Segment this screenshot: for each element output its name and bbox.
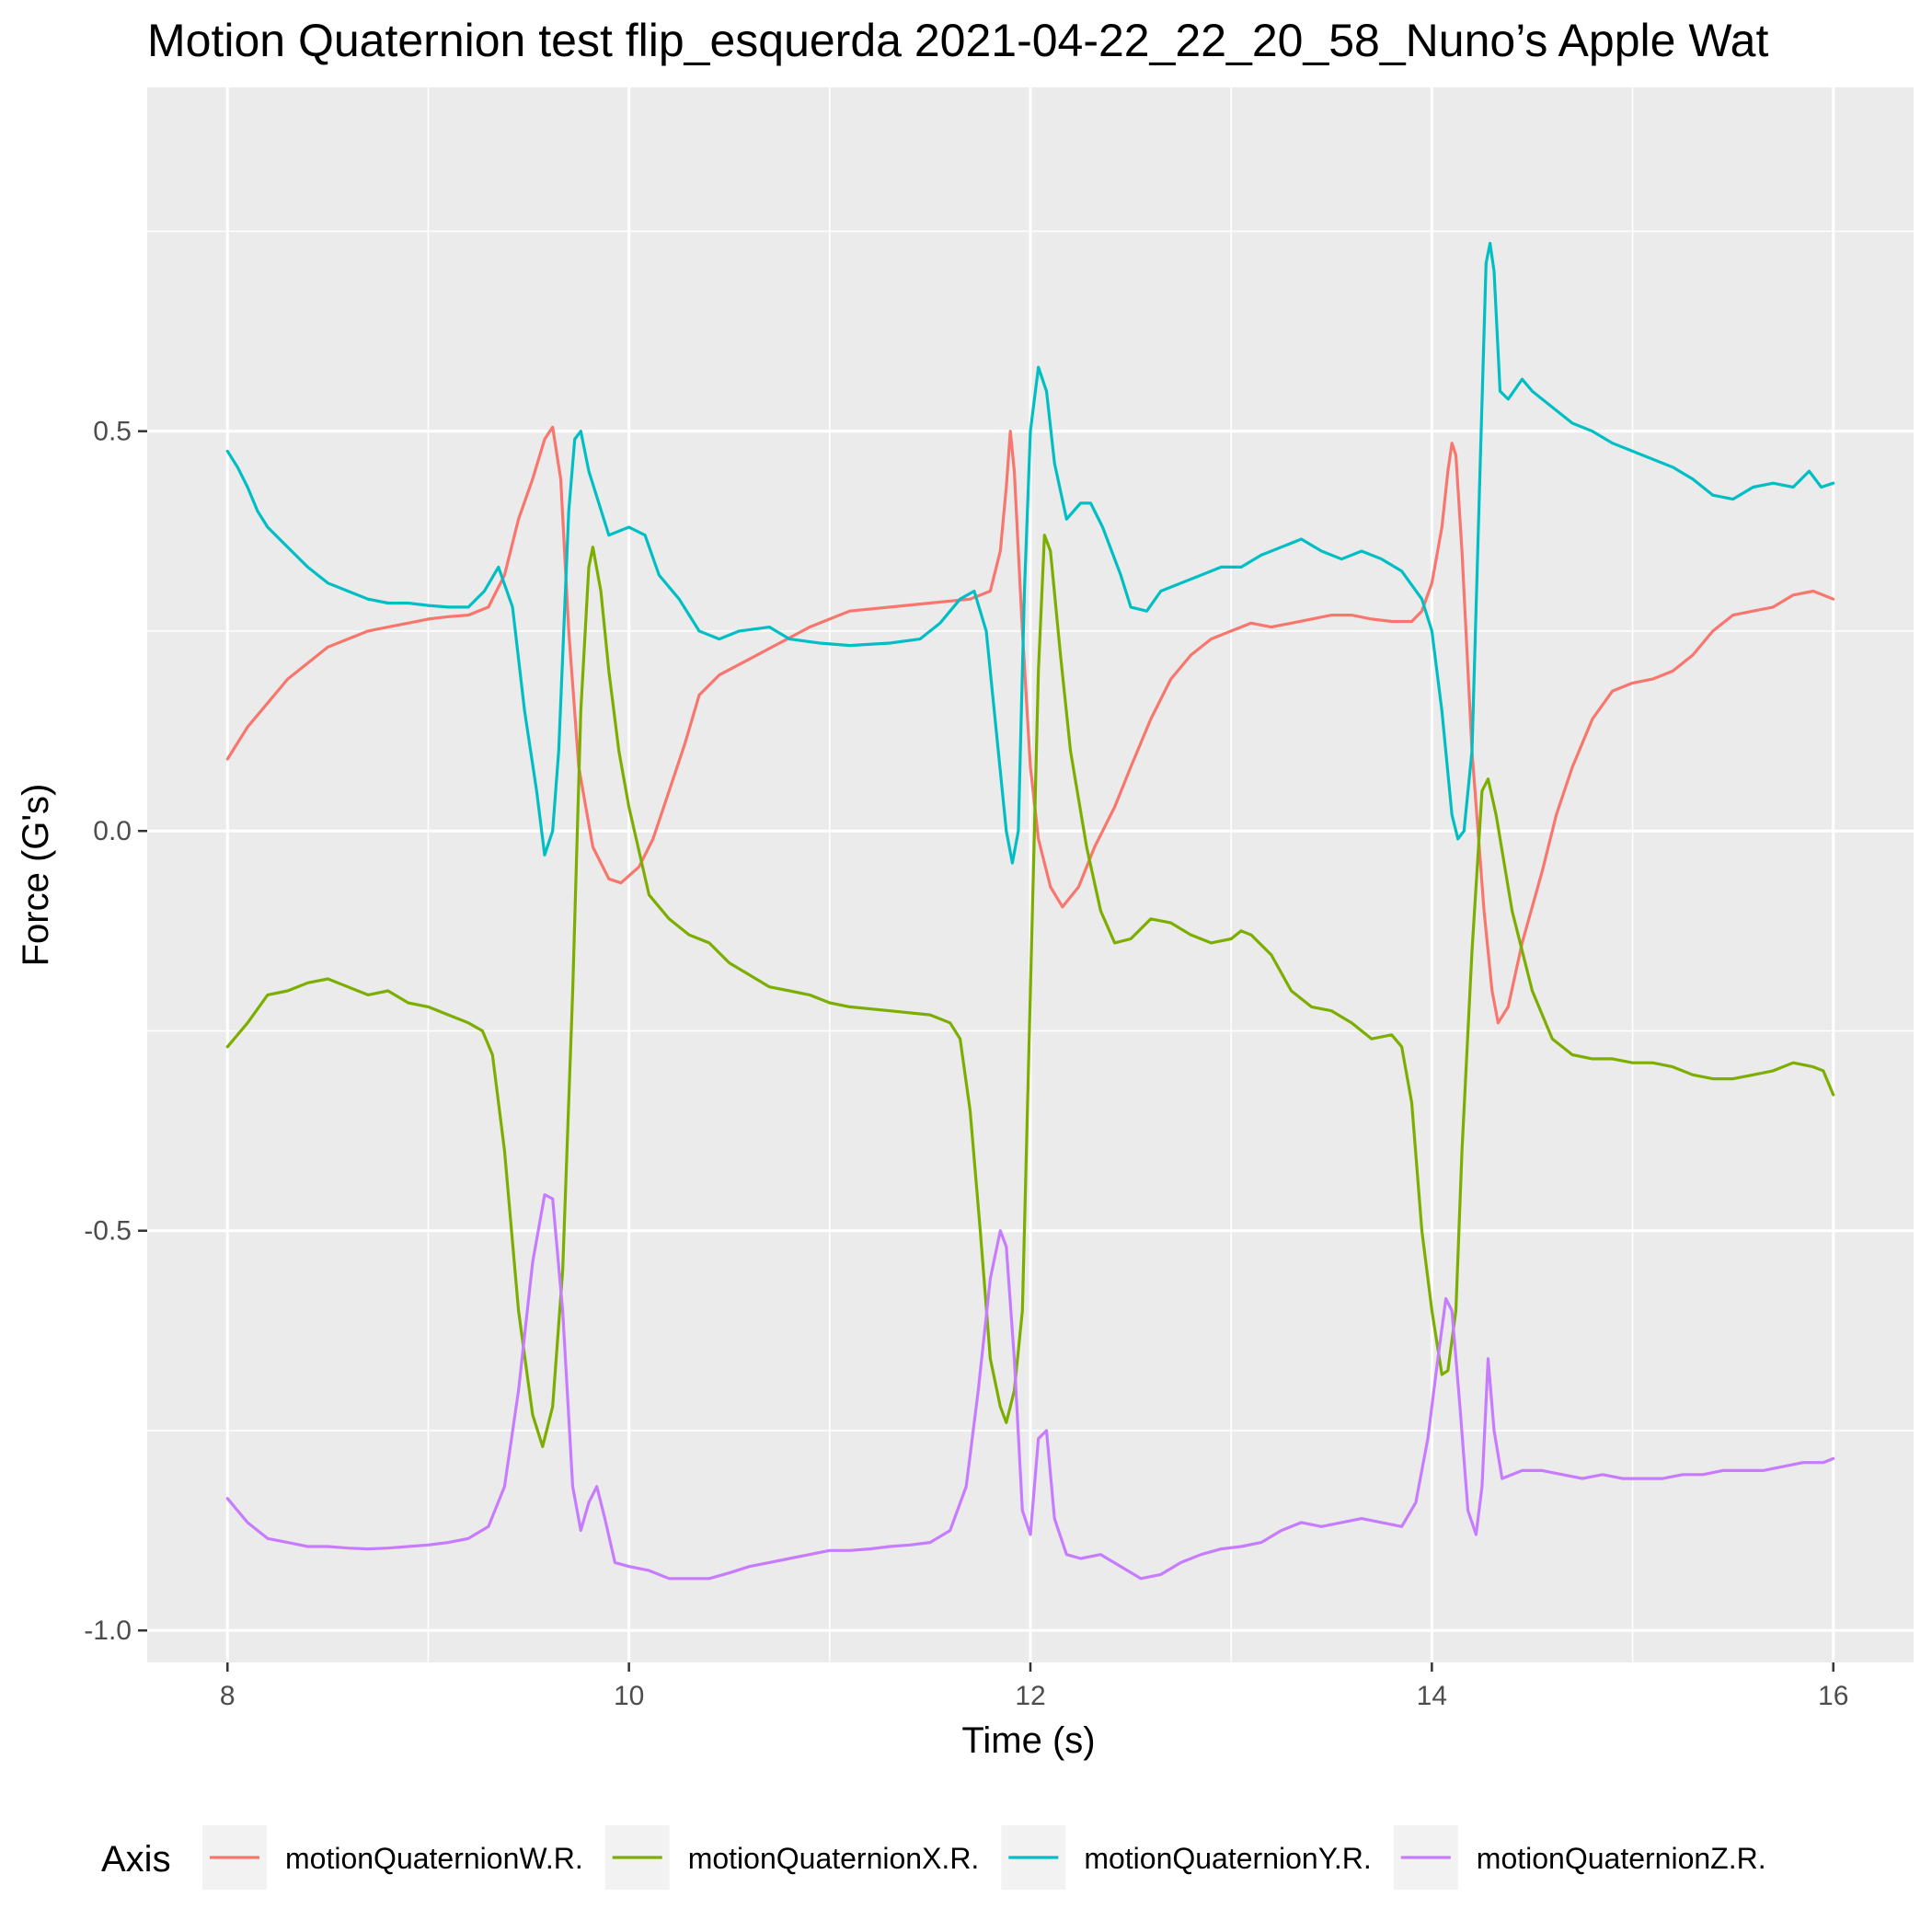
legend-title: Axis [101,1839,171,1880]
x-axis: 8 10 12 14 16 [220,1662,1848,1711]
legend-label-2: motionQuaternionY.R. [1084,1842,1371,1875]
y-tick-label-1: 0.0 [93,816,132,846]
legend-items: motionQuaternionW.R. motionQuaternionX.R.… [202,1825,1766,1890]
series-line-motionquaternionx-r- [225,534,1835,1448]
x-tick-label-4: 16 [1818,1681,1848,1711]
chart-title: Motion Quaternion test flip_esquerda 202… [147,15,1768,66]
series-line-motionquaterniony-r- [225,241,1835,865]
series-line-motionquaternionz-r- [225,1193,1835,1581]
x-tick-label-1: 10 [614,1681,644,1711]
y-tick-label-0: 0.5 [93,417,132,447]
x-tick-label-2: 12 [1015,1681,1045,1711]
legend-label-3: motionQuaternionZ.R. [1477,1842,1766,1875]
legend: Axis motionQuaternionW.R. motionQuaternio… [101,1825,1766,1890]
y-tick-label-2: -0.5 [84,1216,132,1247]
series-layer [225,241,1835,1581]
series-line-motionquaternionw-r- [225,425,1835,1025]
y-axis: 0.5 0.0 -0.5 -1.0 [84,417,147,1646]
legend-label-0: motionQuaternionW.R. [285,1842,583,1875]
legend-label-1: motionQuaternionX.R. [688,1842,980,1875]
x-axis-title: Time (s) [961,1720,1095,1761]
y-axis-title: Force (G's) [16,784,56,967]
y-tick-label-3: -1.0 [84,1616,132,1646]
x-tick-label-3: 14 [1417,1681,1447,1711]
x-tick-label-0: 8 [220,1681,236,1711]
